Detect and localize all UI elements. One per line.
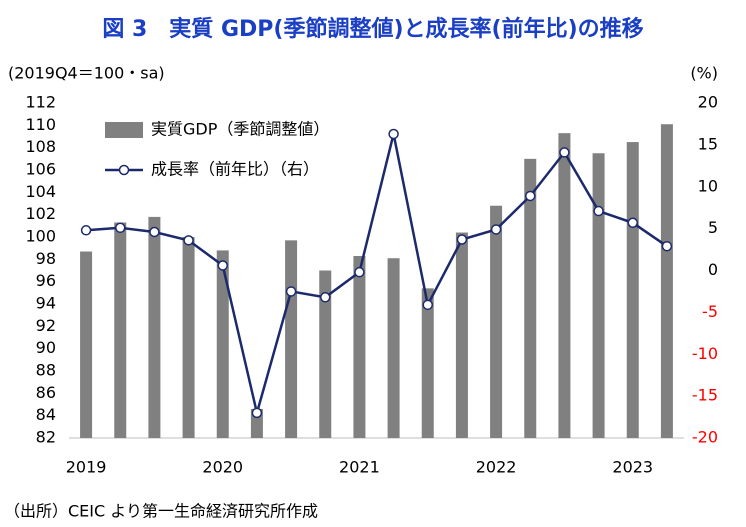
y2-tick-label: -20 [692, 428, 718, 447]
bar [524, 158, 537, 439]
bar [114, 222, 127, 438]
marker [422, 299, 433, 311]
legend-swatch [105, 122, 143, 138]
marker [456, 234, 468, 245]
marker [388, 128, 399, 140]
y-tick-label: 108 [25, 137, 56, 156]
y-tick-label: 100 [25, 227, 56, 246]
y-tick-label: 96 [36, 271, 56, 290]
bar [285, 240, 298, 438]
marker [559, 147, 570, 158]
x-tick-label: 2023 [612, 458, 653, 477]
bar [660, 124, 673, 438]
y-tick-label: 104 [25, 182, 56, 201]
bar [353, 255, 366, 438]
legend-marker [118, 164, 130, 176]
y2-axis-label: (%) [690, 64, 718, 83]
bar [455, 232, 468, 438]
y-tick-label: 82 [36, 428, 56, 447]
y-tick-label: 112 [25, 93, 56, 112]
x-tick-label: 2022 [476, 458, 517, 477]
bar [558, 133, 571, 438]
line [85, 133, 668, 414]
x-tick-label: 2020 [202, 458, 243, 477]
marker [115, 222, 126, 234]
y2-tick-label: -5 [702, 302, 718, 321]
bar [182, 237, 195, 438]
marker [80, 225, 92, 236]
x-tick-label: 2021 [339, 458, 380, 477]
bar [626, 142, 639, 439]
bar [421, 288, 434, 438]
y-tick-label: 110 [25, 115, 56, 134]
marker [251, 407, 263, 419]
y-axis-label: (2019Q4＝100・sa) [8, 64, 165, 83]
y2-tick-label: 0 [708, 260, 718, 279]
y-tick-label: 90 [36, 338, 56, 357]
marker [149, 226, 160, 238]
y-tick-label: 88 [36, 361, 56, 380]
marker [661, 240, 673, 252]
bar [490, 205, 503, 438]
chart-title: 図 3 実質 GDP(季節調整値)と成長率(前年比)の推移 [102, 16, 643, 42]
bar [80, 251, 93, 438]
marker [183, 235, 194, 246]
bar [216, 250, 229, 438]
y-tick-label: 102 [25, 204, 56, 223]
marker [285, 286, 297, 297]
x-tick-label: 2019 [66, 458, 107, 477]
bar [592, 153, 605, 438]
legend-label: 実質GDP（季節調整値） [151, 120, 329, 139]
marker [525, 190, 536, 202]
marker [320, 292, 331, 303]
y2-tick-label: 20 [698, 93, 718, 112]
y-tick-label: 86 [36, 383, 56, 402]
y2-tick-label: -15 [692, 386, 718, 405]
bar [319, 270, 332, 438]
y2-tick-label: 10 [698, 176, 718, 195]
y-tick-label: 106 [25, 160, 56, 179]
bar [148, 216, 161, 438]
marker [354, 266, 365, 278]
bar [387, 258, 400, 438]
y-tick-label: 92 [36, 316, 56, 335]
y-tick-label: 84 [36, 405, 56, 424]
y-tick-label: 98 [36, 249, 56, 268]
source-note: （出所）CEIC より第一生命経済研究所作成 [4, 502, 318, 521]
legend-label: 成長率（前年比）（右） [151, 160, 319, 179]
y-tick-label: 94 [36, 294, 56, 313]
y2-tick-label: 15 [698, 134, 718, 153]
marker [627, 217, 638, 229]
y2-tick-label: -10 [692, 344, 718, 363]
marker [490, 224, 502, 235]
y2-tick-label: 5 [708, 218, 718, 237]
marker [593, 205, 604, 217]
marker [217, 260, 228, 271]
